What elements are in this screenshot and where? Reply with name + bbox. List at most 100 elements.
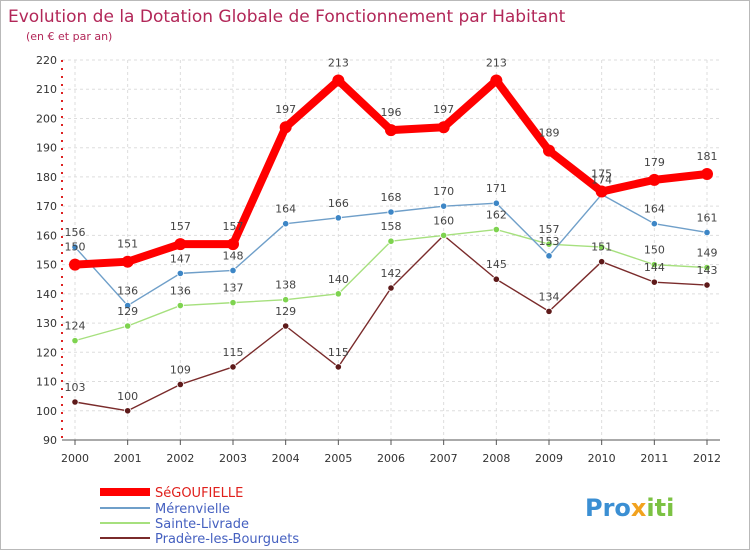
series-2-point [282,220,290,228]
y-tick-label: 90 [43,434,57,447]
y-tick-label: 140 [36,288,57,301]
data-label: 151 [591,241,612,254]
series-3-point [334,290,342,298]
data-label: 124 [65,320,86,333]
data-label: 175 [591,168,612,181]
data-label: 158 [381,220,402,233]
data-label: 103 [65,381,86,394]
data-label: 160 [433,214,454,227]
logo-part-iti: iti [646,494,674,522]
series-2-point [440,202,448,210]
series-2-point [124,301,132,310]
series-4-point [387,284,395,292]
series-1-point [490,74,503,87]
x-tick-label: 2009 [535,452,563,465]
series-3-point [71,337,79,345]
series-1-point [543,144,555,157]
data-label: 144 [644,261,665,274]
data-label: 156 [65,226,86,239]
y-tick-label: 200 [36,112,57,125]
y-tick-label: 120 [36,346,57,359]
legend-label: Sainte-Livrade [155,517,249,532]
data-label: 136 [117,285,138,298]
x-tick-label: 2005 [324,452,352,465]
data-label: 213 [486,56,507,69]
legend-label: Pradère-les-Bourguets [155,532,299,547]
x-tick-label: 2008 [482,452,510,465]
y-tick-label: 210 [36,83,57,96]
series-2-point [334,214,342,222]
data-label: 115 [328,346,349,359]
x-tick-label: 2004 [272,452,300,465]
x-tick-label: 2001 [114,452,142,465]
svg-text:Proxiti: Proxiti [585,494,674,522]
data-label: 170 [433,185,454,198]
legend-label: SéGOUFIELLE [155,486,243,501]
y-tick-label: 220 [36,54,57,67]
series-2-point [545,252,553,260]
data-label: 164 [644,203,665,216]
data-label: 157 [539,223,560,236]
series-2-point [650,220,658,228]
series-1-point [648,173,661,186]
logo-part-x: x [631,494,647,522]
series-4-point [229,363,237,371]
data-labels: 103 100 109 115 129 115 142 160 145 134 151 144 143 1… [65,56,718,402]
series-2-point [71,243,79,251]
series-1-point [174,238,187,251]
data-label: 129 [117,305,138,318]
data-label: 168 [381,191,402,204]
axes: 90 100 110 120 130 140 150 160 170 180 190 200 210 22… [36,54,721,465]
legend: SéGOUFIELLEMérenvielleSainte-LivradePrad… [100,486,299,547]
data-label: 138 [275,279,296,292]
data-label: 149 [697,247,718,260]
data-label: 157 [223,220,244,233]
y-tick-label: 180 [36,171,57,184]
x-tick-label: 2010 [588,452,616,465]
series-3-point [650,261,658,269]
data-label: 153 [539,235,560,248]
data-label: 197 [275,103,296,116]
series-3-point [282,296,290,304]
series-3-point [440,231,448,239]
data-label: 142 [381,267,402,280]
y-tick-label: 150 [36,259,57,272]
chart-title: Evolution de la Dotation Globale de Fonc… [8,7,566,27]
y-tick-label: 100 [36,405,57,418]
y-tick-label: 130 [36,317,57,330]
data-label: 150 [644,244,665,257]
series-3-point [229,299,237,307]
x-tick-label: 2007 [430,452,458,465]
data-label: 109 [170,363,191,376]
data-label: 213 [328,56,349,69]
data-label: 189 [539,127,560,140]
x-tick-label: 2011 [640,452,668,465]
series-2-point [229,266,237,275]
y-tick-label: 190 [36,142,57,155]
data-label: 174 [591,173,612,186]
legend-label: Mérenvielle [155,502,230,517]
series-4-point [545,307,553,315]
data-label: 151 [117,238,138,251]
data-label: 148 [223,249,244,262]
data-label: 161 [697,211,718,224]
series-3-point [124,322,132,330]
series-4-point [71,398,79,406]
gridlines [62,59,720,441]
data-label: 147 [170,252,191,265]
logo-part-pro: Pro [585,494,631,522]
series-1-point [701,168,713,180]
series [69,74,713,415]
data-label: 115 [223,346,244,359]
series-3-point [703,263,711,272]
series-4-point [176,380,184,389]
series-4-point [124,407,132,415]
data-label: 137 [223,282,244,295]
series-4-point [598,258,606,266]
data-label: 196 [381,106,402,119]
data-label: 134 [539,290,560,303]
series-4-point [492,275,500,283]
data-label: 181 [697,150,718,163]
x-tick-label: 2003 [219,452,247,465]
series-1-point [595,185,608,198]
